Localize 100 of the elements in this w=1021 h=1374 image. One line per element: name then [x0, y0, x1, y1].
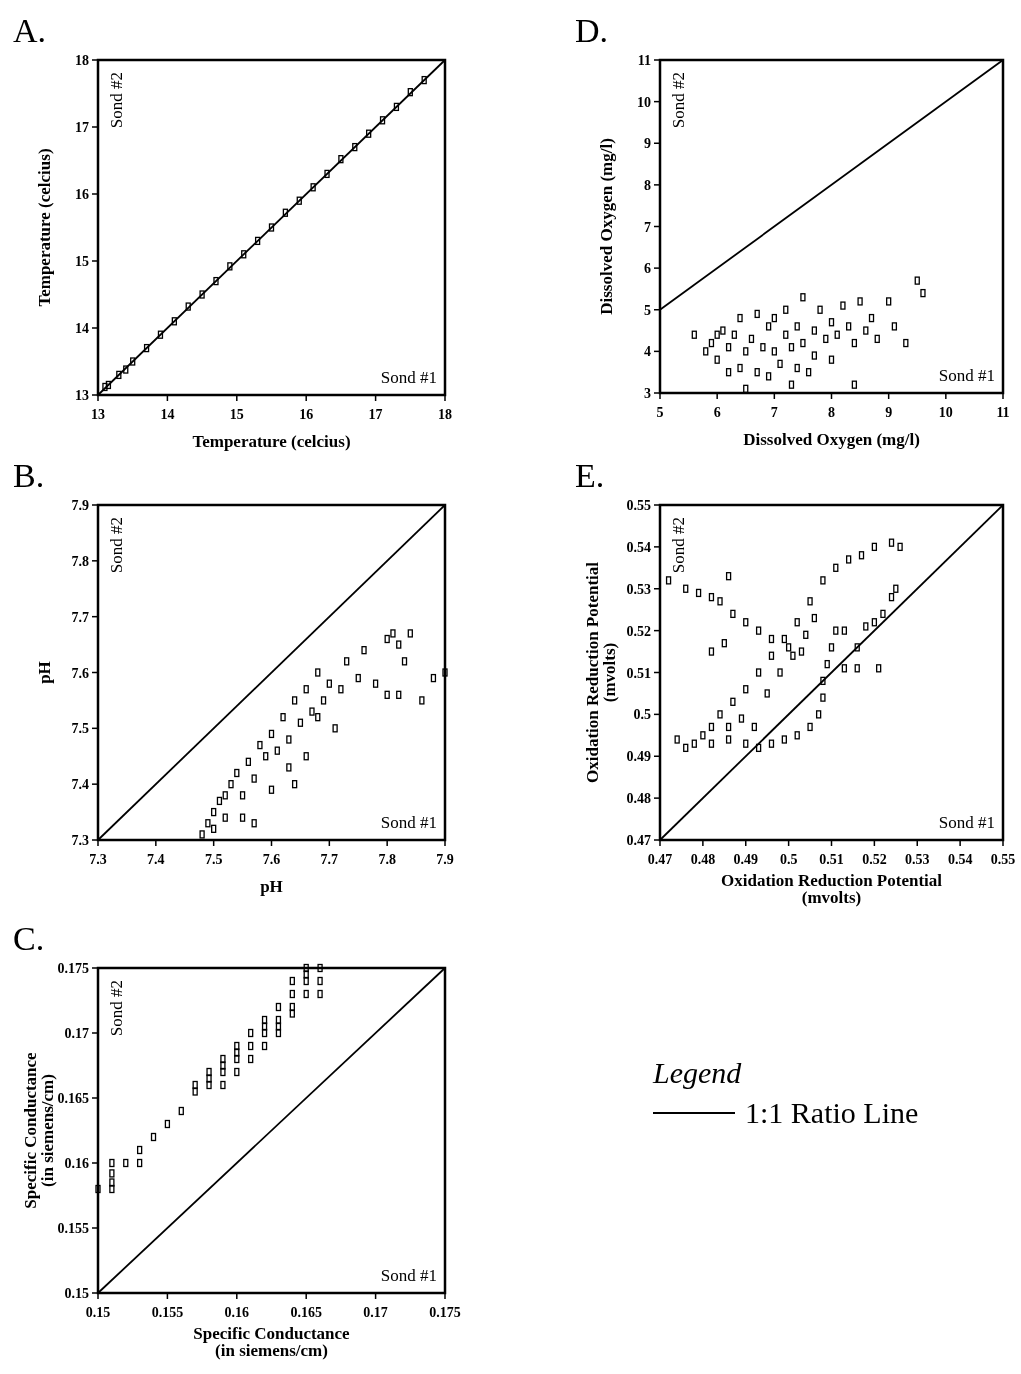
point: [851, 380, 858, 389]
y-tick-label: 3: [644, 386, 651, 401]
x-tick-label: 9: [885, 405, 893, 420]
x-tick-label: 0.165: [290, 1305, 322, 1320]
x-tick-label: 0.51: [819, 852, 844, 867]
y-tick-label: 0.53: [626, 581, 651, 597]
point: [765, 322, 772, 331]
x-tick-label: 0.16: [224, 1305, 250, 1320]
x-tick-label: 15: [229, 407, 244, 422]
y-tick-label: 13: [75, 388, 89, 403]
x-tick-label: 7.6: [262, 852, 281, 867]
x-tick-label: 0.17: [363, 1305, 388, 1320]
y-tick-label: 0.17: [64, 1026, 89, 1041]
x-tick-label: 0.49: [733, 852, 758, 867]
x-tick-label: 7.8: [378, 852, 396, 867]
x-tick-label: 7: [770, 405, 778, 420]
point: [788, 380, 795, 389]
y-tick-label: 0.54: [626, 539, 651, 555]
y-tick-label: 0.52: [626, 623, 651, 639]
annotation: Sond #1: [938, 813, 995, 832]
point: [788, 343, 795, 352]
x-tick-label: 7.9: [436, 852, 454, 867]
y-tick-label: 18: [75, 53, 89, 68]
legend-label: 1:1 Ratio Line: [745, 1096, 919, 1129]
point: [275, 1028, 282, 1038]
x-axis-title: Specific Conductance (in siemens/cm): [193, 1324, 351, 1360]
x-tick-label: 7.5: [204, 852, 223, 867]
point: [372, 679, 379, 688]
y-tick-label: 0.48: [626, 791, 651, 807]
y-axis-title: Temperature (celcius): [35, 148, 54, 307]
legend-title: Legend: [652, 1056, 743, 1089]
annotation: Sond #1: [380, 813, 437, 832]
point: [765, 372, 772, 381]
x-tick-label: 0.55: [990, 852, 1016, 867]
y-tick-label: 0.15: [64, 1286, 89, 1301]
point: [275, 1015, 282, 1025]
y-tick-label: 7.7: [71, 609, 89, 625]
annotation: Sond #2: [107, 517, 126, 574]
point: [891, 322, 898, 331]
y-tick-label: 9: [644, 136, 651, 152]
point: [105, 380, 112, 390]
y-tick-label: 17: [75, 120, 89, 135]
x-tick-label: 0.53: [905, 852, 930, 867]
x-axis-title: Temperature (celcius): [192, 432, 351, 451]
x-tick-label: 17: [368, 407, 383, 422]
point: [239, 813, 246, 822]
x-tick-label: 14: [160, 407, 175, 422]
x-tick-label: 10: [938, 405, 953, 420]
point: [261, 1041, 268, 1051]
annotation: Sond #1: [938, 366, 995, 385]
x-tick-label: 0.5: [779, 852, 798, 867]
y-tick-label: 0.49: [626, 749, 651, 765]
point: [254, 236, 261, 246]
y-tick-label: 0.55: [626, 498, 651, 513]
y-tick-label: 7: [644, 219, 651, 235]
y-axis-title: Specific Conductance (in siemens/cm): [21, 1051, 57, 1209]
point: [239, 791, 246, 800]
point: [393, 102, 400, 112]
point: [805, 368, 812, 377]
point: [291, 696, 298, 705]
y-tick-label: 11: [637, 53, 651, 68]
annotation: Sond #2: [107, 980, 126, 1037]
y-tick-label: 16: [75, 187, 89, 202]
point: [725, 368, 732, 377]
y-tick-label: 15: [75, 254, 89, 269]
annotation: Sond #2: [107, 72, 126, 129]
y-tick-label: 0.165: [57, 1091, 89, 1106]
point: [143, 343, 150, 353]
chart-title: E.: [575, 457, 605, 494]
x-tick-label: 6: [713, 405, 721, 420]
y-tick-label: 14: [75, 321, 89, 336]
x-axis-title: Oxidation Reduction Potential (mvolts): [720, 871, 943, 907]
y-tick-label: 0.47: [626, 833, 651, 848]
y-axis-title: pH: [35, 661, 54, 684]
x-tick-label: 0.175: [429, 1305, 461, 1320]
point: [268, 729, 275, 739]
y-tick-label: 7.6: [71, 665, 89, 681]
x-axis-title: pH: [260, 877, 283, 896]
annotation: Sond #2: [669, 517, 688, 574]
x-tick-label: 11: [996, 405, 1010, 420]
y-tick-label: 0.175: [57, 961, 89, 976]
point: [261, 1022, 268, 1031]
point: [261, 1028, 268, 1038]
y-tick-label: 5: [644, 302, 651, 318]
y-axis-title: Dissolved Oxygen (mg/l): [597, 138, 616, 315]
y-axis-title: Oxidation Reduction Potential (mvolts): [583, 561, 619, 784]
y-tick-label: 0.5: [633, 707, 651, 723]
chart-title: A.: [13, 12, 47, 49]
point: [828, 355, 835, 364]
y-tick-label: 7.8: [71, 553, 89, 569]
y-tick-label: 7.4: [71, 777, 89, 793]
point: [268, 223, 275, 232]
point: [282, 208, 289, 217]
chart-title: C.: [13, 920, 45, 957]
annotation: Sond #1: [380, 1266, 437, 1285]
point: [261, 1015, 268, 1025]
x-tick-label: 8: [828, 405, 835, 420]
point: [136, 1145, 143, 1155]
point: [291, 780, 298, 789]
chart-title: D.: [575, 12, 609, 49]
